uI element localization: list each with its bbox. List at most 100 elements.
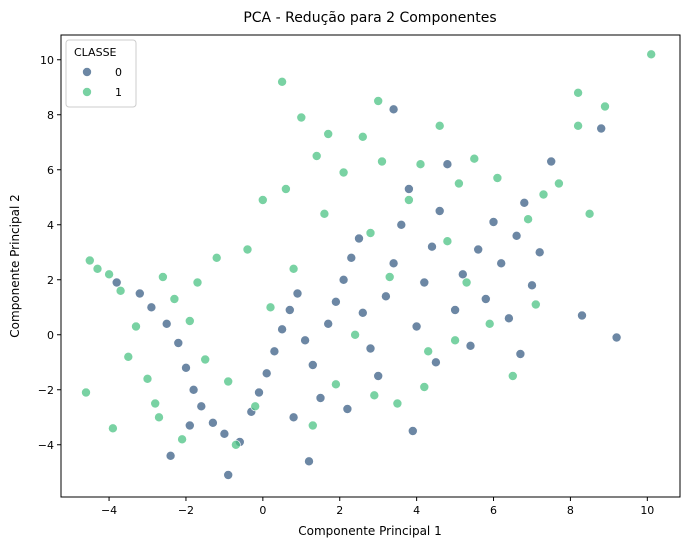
- y-tick-label: −4: [38, 439, 54, 452]
- point-class-0: [496, 258, 507, 269]
- point-class-0: [165, 450, 176, 461]
- point-class-1: [530, 299, 541, 310]
- x-tick-label: −4: [101, 504, 117, 517]
- point-class-1: [265, 302, 276, 313]
- point-class-1: [150, 398, 160, 409]
- point-class-1: [296, 112, 307, 123]
- point-class-0: [354, 233, 364, 244]
- point-class-0: [577, 310, 587, 321]
- point-class-0: [188, 384, 199, 395]
- point-class-1: [434, 121, 445, 131]
- point-class-1: [223, 376, 233, 387]
- point-class-0: [135, 288, 145, 299]
- y-axis-ticks: −4 −2 0 2 4 6 8 10: [38, 54, 61, 452]
- point-class-0: [373, 371, 384, 381]
- point-class-0: [488, 217, 499, 227]
- point-class-1: [484, 318, 495, 329]
- point-class-0: [357, 307, 368, 318]
- point-class-0: [146, 302, 157, 313]
- point-class-0: [323, 318, 334, 329]
- point-class-1: [185, 316, 195, 326]
- point-class-1: [288, 263, 299, 274]
- point-class-1: [554, 178, 564, 189]
- point-class-1: [573, 88, 583, 98]
- point-class-1: [523, 214, 533, 224]
- point-class-1: [646, 49, 657, 60]
- point-class-1: [311, 151, 322, 161]
- point-class-1: [257, 195, 268, 205]
- point-class-1: [277, 77, 287, 87]
- point-class-0: [269, 346, 280, 357]
- point-class-0: [315, 393, 326, 403]
- point-class-0: [284, 305, 295, 315]
- point-class-1: [369, 390, 380, 401]
- point-class-1: [419, 382, 430, 392]
- y-tick-label: −2: [38, 384, 54, 397]
- x-tick-label: −2: [178, 504, 194, 517]
- point-class-1: [423, 346, 434, 357]
- point-class-1: [384, 272, 395, 282]
- point-class-0: [342, 404, 353, 414]
- point-class-1: [600, 101, 610, 112]
- x-tick-label: 6: [490, 504, 497, 517]
- point-class-0: [427, 241, 437, 252]
- point-class-0: [434, 206, 445, 216]
- point-class-0: [504, 313, 514, 324]
- point-class-0: [111, 277, 122, 288]
- point-class-0: [261, 368, 272, 379]
- point-class-1: [377, 156, 387, 167]
- point-class-1: [169, 294, 180, 304]
- point-class-1: [123, 351, 134, 362]
- point-class-1: [415, 159, 426, 169]
- point-class-1: [192, 277, 203, 288]
- point-class-1: [392, 398, 403, 409]
- point-class-1: [507, 371, 518, 381]
- y-tick-label: 2: [47, 274, 54, 287]
- point-class-0: [304, 456, 314, 467]
- y-axis-label: Componente Principal 2: [8, 194, 22, 337]
- point-class-1: [450, 335, 460, 346]
- point-class-1: [357, 132, 368, 142]
- point-class-1: [454, 178, 464, 189]
- point-class-0: [219, 428, 230, 439]
- x-tick-label: 8: [567, 504, 574, 517]
- point-class-0: [346, 252, 357, 263]
- legend-marker-1: [82, 87, 92, 97]
- point-class-0: [442, 159, 453, 169]
- point-class-0: [208, 417, 218, 428]
- point-class-0: [404, 184, 414, 194]
- point-class-1: [338, 167, 349, 178]
- point-class-0: [388, 104, 399, 115]
- point-class-0: [288, 412, 299, 423]
- x-axis-label: Componente Principal 1: [298, 524, 441, 538]
- point-class-0: [254, 387, 264, 398]
- chart-title: PCA - Redução para 2 Componentes: [243, 10, 496, 26]
- point-class-0: [338, 274, 349, 285]
- point-class-0: [381, 291, 391, 302]
- x-tick-label: 0: [259, 504, 266, 517]
- x-tick-label: 4: [413, 504, 420, 517]
- point-class-0: [185, 420, 195, 431]
- point-class-0: [596, 123, 607, 134]
- legend: CLASSE 0 1: [65, 39, 137, 108]
- point-class-0: [419, 277, 430, 288]
- plot-frame: [60, 34, 681, 498]
- point-class-0: [611, 332, 622, 343]
- point-class-0: [473, 244, 484, 255]
- legend-label-0: 0: [115, 66, 122, 79]
- point-class-1: [461, 277, 472, 288]
- point-class-1: [584, 209, 595, 219]
- point-class-0: [365, 343, 376, 354]
- x-axis-ticks: −4 −2 0 2 4 6 8 10: [101, 497, 654, 517]
- point-class-0: [223, 470, 233, 480]
- point-class-1: [92, 263, 103, 274]
- point-class-1: [154, 412, 164, 423]
- point-class-1: [131, 321, 141, 332]
- point-class-0: [292, 288, 303, 299]
- x-tick-label: 2: [336, 504, 343, 517]
- point-class-1: [85, 255, 95, 266]
- point-class-0: [527, 280, 537, 291]
- x-tick-label: 10: [640, 504, 654, 517]
- point-class-0: [465, 340, 476, 351]
